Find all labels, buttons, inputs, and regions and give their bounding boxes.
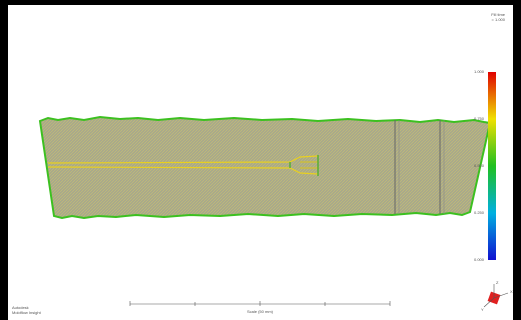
legend-label: 0.500 [474, 163, 485, 168]
triad-label: X [510, 289, 513, 294]
result-subtitle: = 1.000 [492, 17, 506, 22]
footer-text: Moldflow Insight [12, 310, 42, 315]
color-bar [488, 72, 496, 260]
triad-label: Y [481, 307, 484, 312]
page: {"header": {"title": "Fill time", "subti… [0, 0, 521, 320]
legend-label: 0.250 [474, 210, 485, 215]
legend-label: 1.000 [474, 69, 485, 74]
scale-label: Scale (50 mm) [247, 309, 274, 314]
legend-label: 0.000 [474, 257, 485, 262]
legend-label: 0.750 [474, 116, 485, 121]
viewport: Fill time = 1.000 1.0000.7500.5000.2500.… [0, 0, 521, 320]
